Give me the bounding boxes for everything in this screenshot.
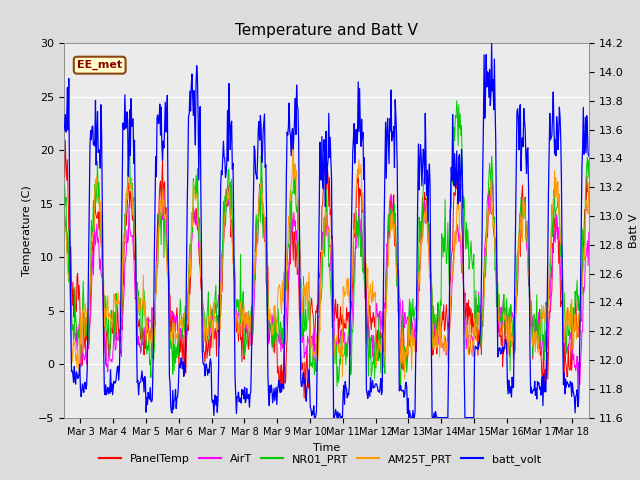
Y-axis label: Batt V: Batt V: [629, 213, 639, 248]
Legend: PanelTemp, AirT, NR01_PRT, AM25T_PRT, batt_volt: PanelTemp, AirT, NR01_PRT, AM25T_PRT, ba…: [94, 450, 546, 469]
Title: Temperature and Batt V: Temperature and Batt V: [235, 23, 418, 38]
X-axis label: Time: Time: [313, 443, 340, 453]
Y-axis label: Temperature (C): Temperature (C): [22, 185, 33, 276]
Text: EE_met: EE_met: [77, 60, 122, 70]
